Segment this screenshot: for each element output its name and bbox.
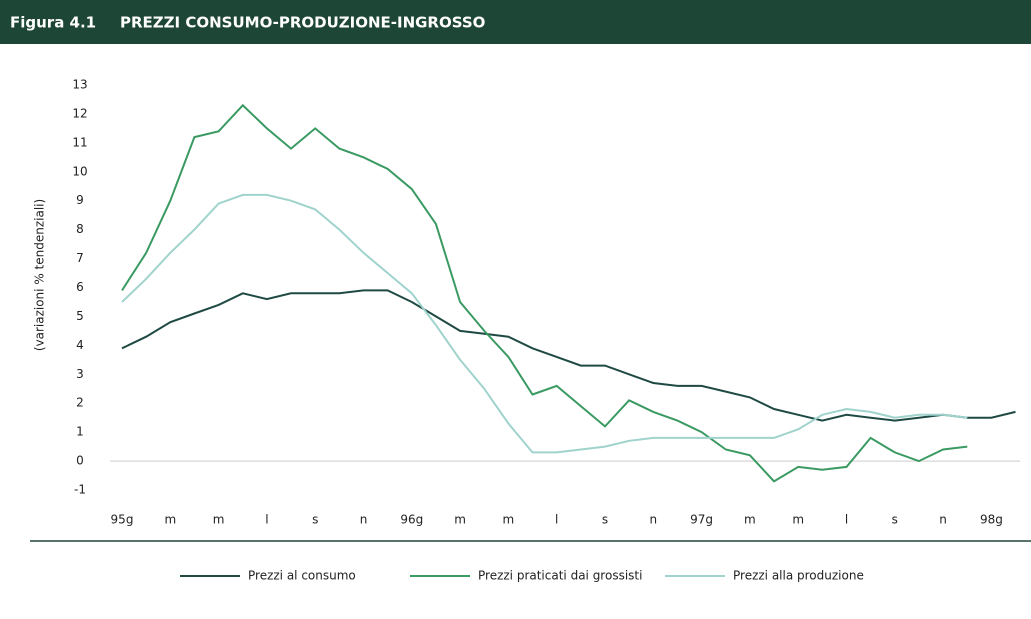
x-tick-label: m [792, 513, 804, 527]
legend-label: Prezzi praticati dai grossisti [478, 569, 642, 583]
y-tick-label: 4 [76, 338, 84, 352]
x-tick-label: n [649, 513, 657, 527]
y-tick-label: 8 [76, 222, 84, 236]
legend-label: Prezzi alla produzione [733, 569, 864, 583]
y-axis-label: (variazioni % tendenziali) [33, 199, 47, 351]
x-tick-label: 97g [690, 513, 713, 527]
chart-title: PREZZI CONSUMO-PRODUZIONE-INGROSSO [120, 14, 485, 32]
x-tick-label: m [164, 513, 176, 527]
y-tick-label: 11 [72, 135, 87, 149]
series-line [121, 103, 968, 483]
y-tick-label: 10 [72, 164, 87, 178]
y-tick-label: 0 [76, 454, 84, 468]
x-tick-label: n [939, 513, 947, 527]
y-tick-label: -1 [74, 483, 86, 497]
title-bar [0, 0, 1031, 44]
x-tick-label: m [744, 513, 756, 527]
x-tick-label: m [454, 513, 466, 527]
y-tick-label: 13 [72, 78, 87, 92]
y-tick-label: 6 [76, 280, 84, 294]
series-line [121, 289, 1016, 422]
x-tick-label: n [360, 513, 368, 527]
y-tick-label: 2 [76, 396, 84, 410]
x-tick-label: 98g [980, 513, 1003, 527]
y-tick-label: 12 [72, 106, 87, 120]
x-tick-label: 96g [400, 513, 423, 527]
y-tick-label: 9 [76, 193, 84, 207]
series-line [121, 193, 968, 454]
legend-label: Prezzi al consumo [248, 569, 356, 583]
x-tick-label: s [892, 513, 898, 527]
y-tick-label: 3 [76, 367, 84, 381]
y-tick-label: 5 [76, 309, 84, 323]
x-tick-label: s [602, 513, 608, 527]
x-tick-label: l [265, 513, 268, 527]
x-tick-label: l [555, 513, 558, 527]
x-tick-label: 95g [111, 513, 134, 527]
x-tick-label: m [213, 513, 225, 527]
y-tick-label: 1 [76, 425, 84, 439]
x-tick-label: m [503, 513, 515, 527]
figure-label: Figura 4.1 [10, 14, 96, 32]
x-tick-label: s [312, 513, 318, 527]
y-tick-label: 7 [76, 251, 84, 265]
x-tick-label: l [845, 513, 848, 527]
